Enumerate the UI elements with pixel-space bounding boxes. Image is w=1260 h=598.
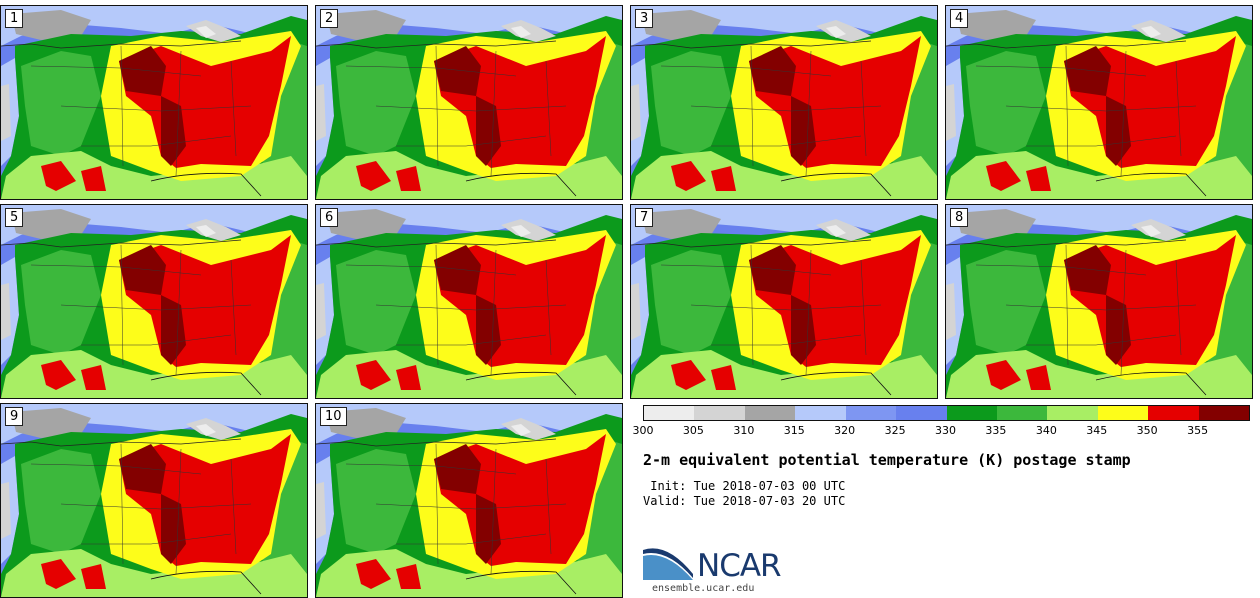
colorbar-tick-335: 335 [985, 424, 1007, 437]
map-panel-2: 2 [315, 5, 623, 200]
colorbar-tick-350: 350 [1136, 424, 1158, 437]
temperature-map [631, 6, 937, 199]
ncar-logo-text: NCAR [697, 548, 782, 584]
panel-label-1: 1 [5, 9, 24, 28]
map-panel-9: 9 [0, 403, 308, 598]
temperature-map [316, 205, 622, 398]
colorbar-swatch-3 [795, 406, 846, 420]
ncar-logo-icon [643, 548, 693, 580]
panel-label-8: 8 [950, 208, 969, 227]
map-panel-8: 8 [945, 204, 1253, 399]
panel-label-2: 2 [320, 9, 339, 28]
panel-label-7: 7 [635, 208, 654, 227]
colorbar-swatch-1 [694, 406, 745, 420]
temperature-map [946, 205, 1252, 398]
website-url: ensemble.ucar.edu [652, 583, 755, 594]
panel-label-6: 6 [320, 208, 339, 227]
valid-time: Valid: Tue 2018-07-03 20 UTC [643, 494, 846, 508]
panel-label-9: 9 [5, 407, 24, 426]
map-panel-4: 4 [945, 5, 1253, 200]
temperature-map [1, 205, 307, 398]
temperature-map [1, 404, 307, 597]
colorbar-tick-340: 340 [1035, 424, 1057, 437]
map-panel-10: 10 [315, 403, 623, 598]
temperature-map [946, 6, 1252, 199]
init-time: Init: Tue 2018-07-03 00 UTC [643, 479, 846, 493]
map-panel-3: 3 [630, 5, 938, 200]
map-panel-5: 5 [0, 204, 308, 399]
colorbar-swatch-2 [744, 406, 796, 420]
temperature-map [316, 404, 622, 597]
plot-title: 2-m equivalent potential temperature (K)… [643, 451, 1131, 469]
colorbar-tick-310: 310 [733, 424, 755, 437]
colorbar-tick-355: 355 [1187, 424, 1209, 437]
colorbar-swatch-9 [1097, 406, 1149, 420]
colorbar-tick-330: 330 [935, 424, 956, 437]
colorbar-swatch-0 [644, 406, 695, 420]
colorbar [643, 405, 1250, 421]
colorbar-swatch-8 [1047, 406, 1098, 420]
colorbar-tick-315: 315 [783, 424, 805, 437]
panel-label-3: 3 [635, 9, 654, 28]
colorbar-tick-300: 300 [632, 424, 654, 437]
map-panel-7: 7 [630, 204, 938, 399]
colorbar-tick-305: 305 [682, 424, 704, 437]
colorbar-swatch-7 [996, 406, 1048, 420]
colorbar-swatch-6 [946, 406, 997, 420]
temperature-map [1, 6, 307, 199]
temperature-map [316, 6, 622, 199]
colorbar-swatch-5 [896, 406, 947, 420]
colorbar-swatch-11 [1198, 406, 1250, 420]
colorbar-tick-345: 345 [1086, 424, 1108, 437]
colorbar-tick-320: 320 [834, 424, 856, 437]
map-panel-1: 1 [0, 5, 308, 200]
panel-label-5: 5 [5, 208, 24, 227]
colorbar-tick-325: 325 [884, 424, 906, 437]
temperature-map [631, 205, 937, 398]
map-panel-6: 6 [315, 204, 623, 399]
colorbar-swatch-4 [845, 406, 897, 420]
panel-label-4: 4 [950, 9, 969, 28]
colorbar-ticks: 300 305 310 315 320 325 330 335 340 345 350 355 [633, 424, 1248, 438]
colorbar-swatch-10 [1148, 406, 1199, 420]
panel-label-10: 10 [320, 407, 347, 426]
